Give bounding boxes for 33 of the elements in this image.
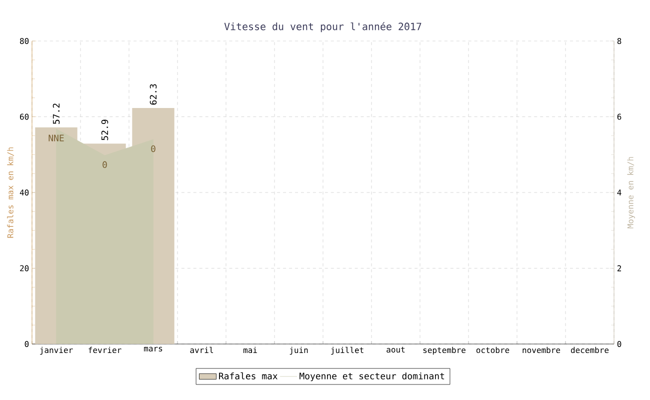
x-tick-label: novembre xyxy=(522,346,560,354)
data-label: 57.2 xyxy=(52,104,60,124)
x-tick-label: juin xyxy=(290,346,308,355)
data-label: 52.9 xyxy=(101,120,108,140)
y2-tick-label: 0 xyxy=(617,340,622,348)
annotation: NNE xyxy=(48,134,64,142)
y2-tick-label: 8 xyxy=(617,38,622,44)
legend-label: Rafales max xyxy=(219,372,278,380)
y-axis-title: Rafales max en km/h xyxy=(7,147,14,238)
x-tick-label: fevrier xyxy=(88,346,122,354)
y-tick-label: 60 xyxy=(20,114,29,120)
y-tick-label: 80 xyxy=(20,38,29,44)
y-tick-label: 20 xyxy=(20,265,29,272)
y2-tick-label: 4 xyxy=(617,190,622,196)
x-tick-label: octobre xyxy=(476,346,510,354)
x-tick-label: avril xyxy=(190,346,214,354)
data-label: 62.3 xyxy=(150,84,157,105)
x-tick-label: mars xyxy=(144,346,162,352)
legend-label: Moyenne et secteur dominant xyxy=(300,372,444,382)
x-tick-label: juillet xyxy=(331,346,364,355)
y-tick-label: 0 xyxy=(24,340,29,348)
x-tick-label: septembre xyxy=(423,346,466,355)
y2-axis-title: Moyenne en km/h xyxy=(627,157,635,228)
y-tick-label: 40 xyxy=(20,189,29,196)
chart-title: Vitesse du vent pour l'année 2017 xyxy=(224,22,422,32)
x-tick-label: decembre xyxy=(570,346,609,354)
x-tick-label: janvier xyxy=(40,346,73,355)
annotation: 0 xyxy=(151,145,156,152)
x-tick-label: aout xyxy=(386,346,405,353)
annotation: 0 xyxy=(102,161,107,168)
y2-tick-label: 2 xyxy=(617,265,622,272)
y2-tick-label: 6 xyxy=(617,114,622,120)
x-tick-label: mai xyxy=(243,346,257,354)
